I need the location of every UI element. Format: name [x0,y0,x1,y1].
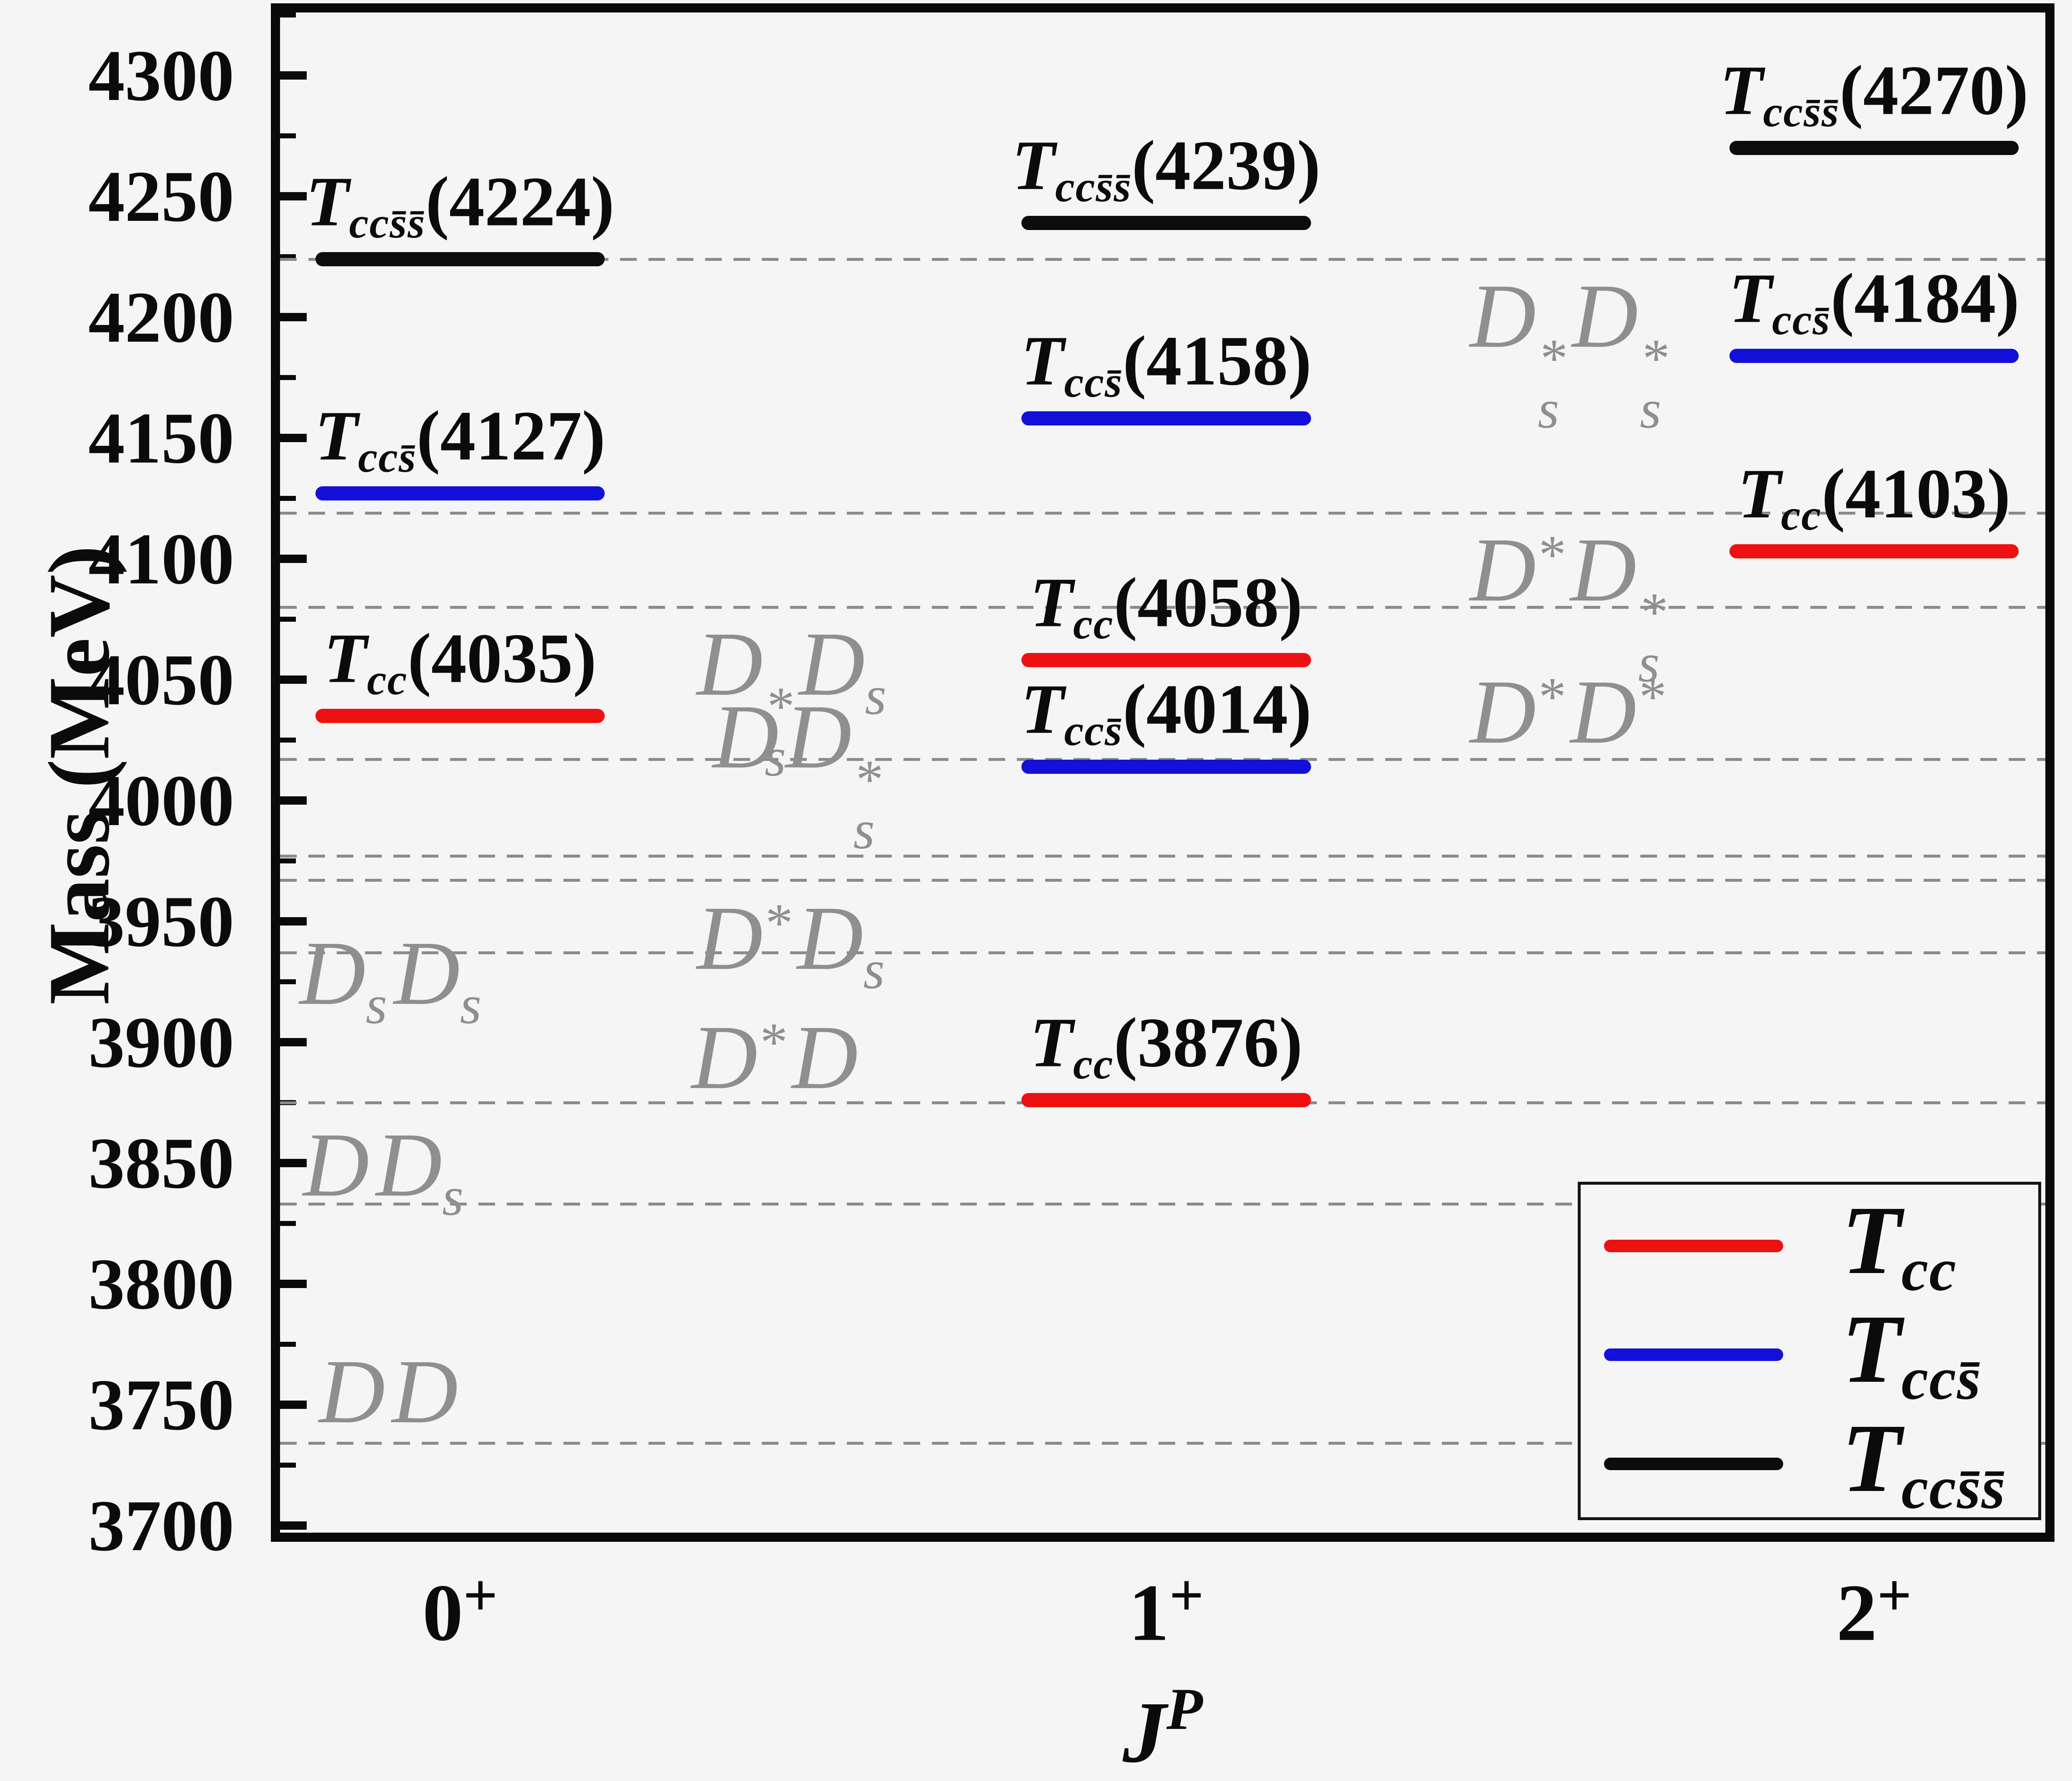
x-axis-title: JP [1122,1676,1203,1781]
y-tick-minor [280,616,296,622]
y-tick-label: 3900 [88,1001,234,1083]
legend-label-2: Tccs̄s̄ [1842,1403,2006,1521]
y-tick-label: 4200 [88,276,234,358]
y-tick-label: 4100 [88,518,234,599]
level-line-Tcc-1+-4058 [1021,653,1311,668]
y-tick-label: 3700 [88,1485,234,1566]
level-line-Tcc-0+-4035 [315,708,605,723]
threshold-label-D*sD*s: D * s D * s [1470,265,1667,440]
y-tick-label: 4000 [88,760,234,841]
threshold-label-D*D*s: D*D * s [1470,518,1666,693]
level-label-Tcc-0+-4035: Tcc(4035) [323,619,597,704]
level-line-Tccs̄s̄-1+-4239 [1021,215,1311,230]
threshold-label-D*D: D*D [691,1006,858,1108]
level-line-Tcc-1+-3876 [1021,1093,1311,1107]
legend-swatch-red [1604,1239,1783,1252]
level-label-Tccs̄-1+-4158: Tccs̄(4158) [1021,322,1312,407]
x-tick-label-2plus: 2+ [1836,1561,1912,1658]
y-tick-major [280,917,307,926]
threshold-label-DsDs: DsDs [299,922,482,1036]
legend-label-0: Tcc [1842,1186,1957,1303]
x-tick-label-1plus: 1+ [1129,1561,1204,1658]
threshold-line-D*Ds [280,879,2045,882]
threshold-line-DD [280,1442,2045,1445]
legend-swatch-blue [1604,1348,1783,1361]
y-tick-label: 3750 [88,1364,234,1445]
y-tick-label: 4150 [88,397,234,478]
y-tick-major [280,313,307,321]
level-line-Tccs̄s̄-2+-4270 [1729,140,2019,155]
y-tick-label: 4250 [88,155,234,237]
x-tick-label-0plus: 0+ [422,1561,498,1658]
plot-area: DD DDs D*D DsDs DD * s D*Ds D*D* D * s Ds D*D * s D * s D * s… [271,3,2054,1542]
y-tick-minor [280,1462,296,1468]
y-tick-minor [280,375,296,380]
y-tick-major [280,675,307,684]
level-label-Tccs̄s̄-1+-4239: Tccs̄s̄(4239) [1012,126,1321,211]
legend-item-0: Tcc [1593,1191,2026,1300]
y-tick-minor [280,12,296,18]
level-line-Tccs̄-0+-4127 [315,486,605,501]
y-tick-label: 3950 [88,880,234,962]
y-tick-minor [280,1221,296,1226]
y-tick-minor [280,979,296,984]
threshold-label-DD: DD [319,1341,458,1443]
y-tick-label: 4050 [88,639,234,720]
legend-item-2: Tccs̄s̄ [1593,1409,2026,1518]
legend: Tcc Tccs̄ Tccs̄s̄ [1578,1182,2041,1520]
level-label-Tcc-1+-4058: Tcc(4058) [1030,563,1303,648]
level-label-Tccs̄-0+-4127: Tccs̄(4127) [315,396,606,482]
y-tick-major [280,192,307,200]
threshold-line-D*sDs [280,605,2045,609]
threshold-label-DDs: DDs [303,1114,464,1227]
threshold-label-D*Ds: D*Ds [696,887,885,1001]
level-line-Tccs̄-1+-4158 [1021,411,1311,426]
threshold-line-DDs [280,1203,2045,1206]
y-tick-major [280,1400,307,1409]
threshold-label-D*D*: D*D* [1470,661,1664,763]
legend-swatch-black [1604,1457,1783,1470]
y-tick-minor [280,858,296,863]
y-tick-major [280,433,307,442]
y-tick-label: 4300 [88,35,234,116]
y-tick-major [280,1038,307,1046]
y-tick-major [280,554,307,563]
y-tick-label: 3850 [88,1122,234,1203]
threshold-label-DD*s: DD * s [712,685,881,860]
legend-item-1: Tccs̄ [1593,1300,2026,1409]
level-line-Tccs̄s̄-0+-4224 [315,252,605,266]
level-line-Tccs̄-2+-4184 [1729,348,2019,363]
y-tick-major [280,1521,307,1530]
y-tick-label: 3800 [88,1243,234,1324]
threshold-line-DD*s [280,855,2045,858]
threshold-line-DsDs [280,951,2045,955]
y-tick-major [280,71,307,80]
level-line-Tccs̄-1+-4014 [1021,759,1311,774]
level-line-Tcc-2+-4103 [1729,544,2019,559]
legend-label-1: Tccs̄ [1842,1295,1982,1413]
threshold-label-D*sDs: D * s Ds [696,613,886,788]
y-tick-major [280,1158,307,1167]
threshold-line-D*sD*s [280,258,2045,261]
level-label-Tcc-1+-3876: Tcc(3876) [1030,1003,1303,1088]
threshold-line-D*D*s [280,511,2045,515]
level-label-Tccs̄s̄-2+-4270: Tccs̄s̄(4270) [1719,51,2029,136]
y-tick-major [280,1279,307,1288]
y-tick-minor [280,1341,296,1347]
level-label-Tccs̄s̄-0+-4224: Tccs̄s̄(4224) [305,162,615,247]
y-tick-major [280,796,307,805]
level-label-Tccs̄-2+-4184: Tccs̄(4184) [1729,259,2019,344]
level-label-Tcc-2+-4103: Tcc(4103) [1737,455,2011,540]
y-tick-minor [280,133,296,138]
y-tick-minor [280,737,296,743]
y-tick-minor [280,495,296,501]
level-label-Tccs̄-1+-4014: Tccs̄(4014) [1021,670,1312,755]
